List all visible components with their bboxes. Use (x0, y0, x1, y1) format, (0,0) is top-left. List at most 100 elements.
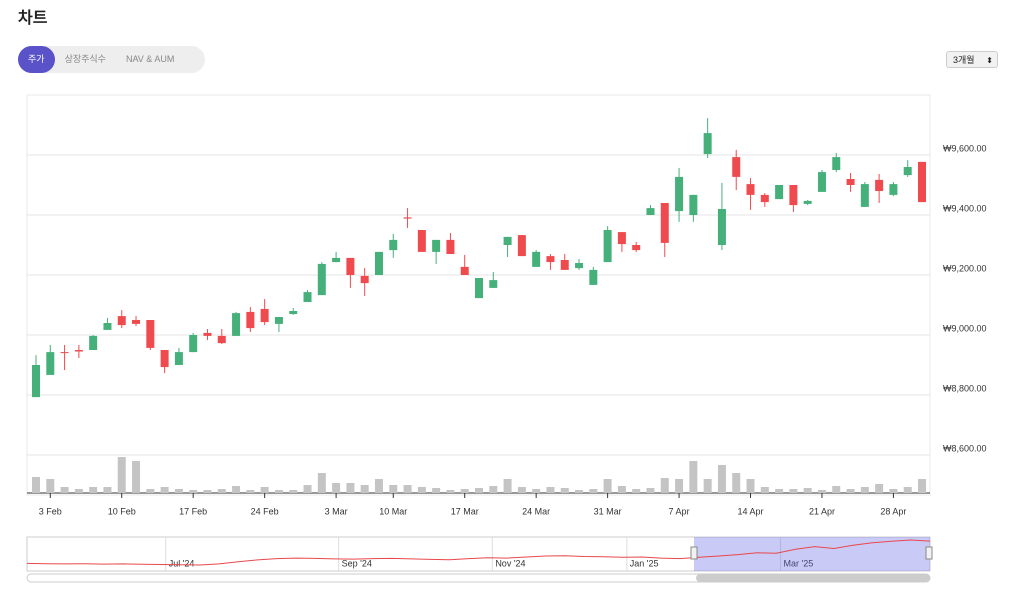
navigator-handle[interactable] (690, 546, 698, 560)
x-tick-label: 21 Apr (809, 506, 835, 516)
candle-body (460, 266, 469, 275)
navigator-handle[interactable] (925, 546, 933, 560)
candle-body (274, 317, 283, 324)
navigator-label: Jan '25 (630, 558, 659, 568)
volume-bar (432, 488, 441, 493)
plot-border (26, 94, 931, 496)
volume-bar (889, 489, 898, 493)
x-tick-label: 17 Feb (179, 506, 207, 516)
candle-body (632, 245, 641, 251)
volume-bar (189, 490, 198, 493)
candle-body (703, 133, 712, 155)
volume-bar (389, 485, 398, 493)
candle-body (89, 335, 98, 350)
y-tick-label: ₩8,800.00 (943, 383, 987, 393)
candle-body (517, 235, 526, 257)
y-tick-label: ₩9,600.00 (943, 143, 987, 153)
range-select[interactable]: 3개월 (946, 51, 998, 69)
x-tick-label: 10 Mar (379, 506, 407, 516)
candle-body (332, 257, 341, 263)
candle-body (889, 184, 898, 195)
volume-bar (660, 478, 669, 493)
candle-body (589, 269, 598, 285)
scrollbar-thumb[interactable] (696, 574, 930, 582)
candle-body (174, 352, 183, 365)
candle-body (303, 292, 312, 302)
volume-bar (903, 487, 912, 493)
candle-body (217, 335, 226, 344)
volume-bar (817, 490, 826, 493)
candle-body (903, 167, 912, 176)
navigator-frame (26, 536, 931, 572)
candle-body (617, 232, 626, 245)
x-tick-label: 3 Feb (39, 506, 62, 516)
tab[interactable]: NAV & AUM (125, 54, 175, 64)
volume-bar (117, 457, 126, 493)
volume-bar (717, 465, 726, 493)
volume-bar (417, 487, 426, 493)
volume-bar (217, 489, 226, 493)
x-tick-label: 7 Apr (669, 506, 690, 516)
candle-body (260, 308, 269, 323)
candle-body (360, 275, 369, 284)
volume-bar (703, 479, 712, 493)
volume-bar (575, 490, 584, 493)
candle-body (246, 311, 255, 329)
tab[interactable]: 상장주식수 (64, 54, 106, 64)
x-tick-label: 31 Mar (594, 506, 622, 516)
candle-body (689, 194, 698, 215)
candle-body (789, 185, 798, 206)
x-tick-label: 24 Mar (522, 506, 550, 516)
candle-body (860, 184, 869, 207)
volume-bar (289, 490, 298, 493)
candle-body (46, 352, 55, 375)
candle-body (846, 179, 855, 185)
navigator-line (26, 539, 931, 566)
candle-body (489, 280, 498, 288)
candle-body (74, 350, 83, 352)
volume-bar (274, 490, 283, 493)
page-title: 차트 (18, 10, 48, 27)
volume-bar (374, 479, 383, 493)
candle-body (603, 230, 612, 263)
volume-bar (46, 479, 55, 493)
volume-bar (346, 483, 355, 493)
volume-bar (332, 483, 341, 493)
candle-body (346, 257, 355, 275)
y-tick-label: ₩8,600.00 (943, 443, 987, 453)
navigator-label: Sep '24 (342, 558, 372, 568)
candle-body (875, 179, 884, 191)
candle-body (60, 352, 69, 354)
candle-body (532, 251, 541, 267)
volume-bar (803, 488, 812, 493)
navigator-selection (694, 537, 930, 571)
candle-body (32, 365, 40, 398)
volume-bar (875, 484, 884, 493)
volume-bar (732, 473, 741, 493)
candle-body (132, 320, 141, 324)
candle-body (432, 239, 441, 252)
candle-body (717, 209, 726, 245)
volume-bar (846, 489, 855, 493)
tab[interactable]: 주가 (18, 46, 55, 73)
candle-body (746, 184, 755, 195)
candle-body (117, 316, 126, 326)
volume-bar (303, 485, 312, 493)
volume-bar (174, 489, 183, 493)
candle-body (660, 203, 669, 243)
volume-bar (603, 479, 612, 493)
candle-body (546, 256, 555, 263)
x-tick-label: 24 Feb (251, 506, 279, 516)
candle-body (803, 200, 812, 204)
y-tick-label: ₩9,200.00 (943, 263, 987, 273)
candle-body (446, 239, 455, 254)
volume-bar (589, 489, 598, 493)
volume-bar (775, 489, 784, 493)
candle-body (560, 260, 569, 270)
candle-body (417, 230, 426, 252)
volume-bar (317, 473, 326, 493)
volume-bar (760, 487, 769, 493)
volume-bar (146, 489, 155, 493)
volume-bar (203, 490, 212, 493)
volume-bar (617, 486, 626, 493)
